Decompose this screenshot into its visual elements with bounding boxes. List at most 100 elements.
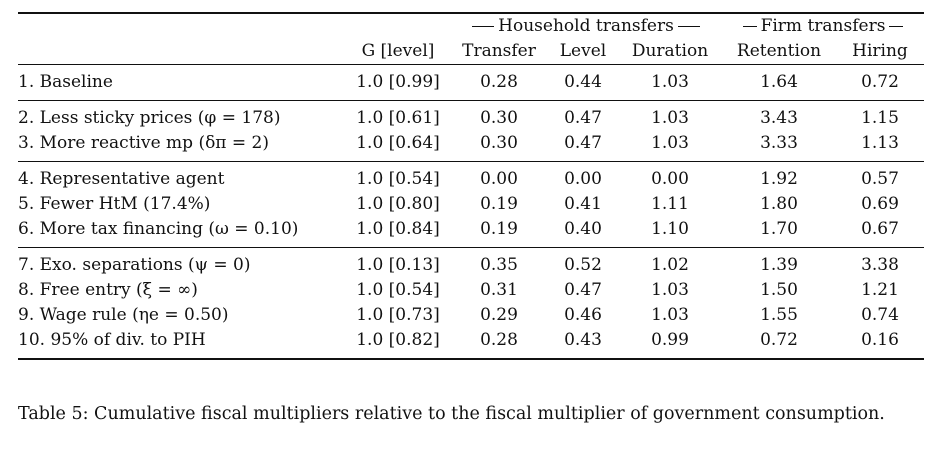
row-label: 7. Exo. separations (ψ = 0) <box>18 255 251 275</box>
cell-transfer: 0.19 <box>480 194 518 214</box>
cell-hiring: 0.16 <box>861 330 899 350</box>
table-row: 1. Baseline 1.0 [0.99] 0.28 0.44 1.03 1.64 0.7… <box>18 64 924 101</box>
col-g-level: G [level] <box>361 41 435 61</box>
cell-transfer: 0.28 <box>480 72 518 92</box>
cell-transfer: 0.19 <box>480 219 518 239</box>
cell-g-level: 1.0 [0.73] <box>356 305 440 325</box>
cell-level: 0.44 <box>564 72 602 92</box>
table-row: 7. Exo. separations (ψ = 0) 1.0 [0.13] 0.3… <box>18 247 924 279</box>
cell-level: 0.46 <box>564 305 602 325</box>
cell-transfer: 0.00 <box>480 169 518 189</box>
col-level: Level <box>559 41 607 61</box>
cell-g-level: 1.0 [0.54] <box>356 169 440 189</box>
row-label: 5. Fewer HtM (17.4%) <box>18 194 211 214</box>
cell-g-level: 1.0 [0.82] <box>356 330 440 350</box>
cell-retention: 1.55 <box>760 305 798 325</box>
firm-transfers-header: Firm transfers <box>722 13 924 39</box>
col-hiring: Hiring <box>852 41 908 61</box>
cell-g-level: 1.0 [0.54] <box>356 280 440 300</box>
cell-duration: 1.10 <box>651 219 689 239</box>
table-row: 5. Fewer HtM (17.4%) 1.0 [0.80] 0.19 0.41 1.… <box>18 192 924 217</box>
cell-g-level: 1.0 [0.64] <box>356 133 440 153</box>
column-header-row: G [level] Transfer Level Duration Retent… <box>18 39 924 65</box>
col-retention: Retention <box>736 41 822 61</box>
row-label: 3. More reactive mp (δπ = 2) <box>18 133 269 153</box>
cell-transfer: 0.30 <box>480 108 518 128</box>
cell-retention: 3.33 <box>760 133 798 153</box>
table-row: 3. More reactive mp (δπ = 2) 1.0 [0.64] 0.… <box>18 131 924 162</box>
row-label: 1. Baseline <box>18 72 113 92</box>
cell-retention: 1.64 <box>760 72 798 92</box>
cell-retention: 1.80 <box>760 194 798 214</box>
row-label: 2. Less sticky prices (φ = 178) <box>18 108 281 128</box>
cell-transfer: 0.30 <box>480 133 518 153</box>
cell-retention: 1.92 <box>760 169 798 189</box>
cell-duration: 0.00 <box>651 169 689 189</box>
cell-hiring: 1.13 <box>861 133 899 153</box>
row-label: 4. Representative agent <box>18 169 225 189</box>
cell-retention: 1.39 <box>760 255 798 275</box>
cell-retention: 1.70 <box>760 219 798 239</box>
table-row: 9. Wage rule (ηe = 0.50) 1.0 [0.73] 0.29 0.… <box>18 303 924 328</box>
cell-hiring: 1.21 <box>861 280 899 300</box>
row-label: 8. Free entry (ξ = ∞) <box>18 280 198 300</box>
cell-transfer: 0.28 <box>480 330 518 350</box>
row-label: 9. Wage rule (ηe = 0.50) <box>18 305 229 325</box>
cell-transfer: 0.29 <box>480 305 518 325</box>
cell-hiring: 1.15 <box>861 108 899 128</box>
col-duration: Duration <box>631 41 709 61</box>
household-transfers-label: Household transfers <box>498 16 674 36</box>
cell-g-level: 1.0 [0.80] <box>356 194 440 214</box>
header-rule-right <box>889 26 904 27</box>
table-body: 1. Baseline 1.0 [0.99] 0.28 0.44 1.03 1.64 0.7… <box>18 64 924 359</box>
table-row: 2. Less sticky prices (φ = 178) 1.0 [0.61… <box>18 100 924 132</box>
table-row: 6. More tax financing (ω = 0.10) 1.0 [0.8… <box>18 217 924 248</box>
row-label: 10. 95% of div. to PIH <box>18 330 206 350</box>
cell-hiring: 0.72 <box>861 72 899 92</box>
cell-retention: 3.43 <box>760 108 798 128</box>
household-transfers-header: Household transfers <box>450 13 722 39</box>
cell-level: 0.47 <box>564 133 602 153</box>
cell-level: 0.41 <box>564 194 602 214</box>
cell-hiring: 0.57 <box>861 169 899 189</box>
cell-hiring: 0.69 <box>861 194 899 214</box>
header-rule-left <box>472 26 495 27</box>
cell-transfer: 0.35 <box>480 255 518 275</box>
cell-duration: 1.03 <box>651 133 689 153</box>
cell-retention: 0.72 <box>760 330 798 350</box>
cell-duration: 1.03 <box>651 72 689 92</box>
cell-level: 0.00 <box>564 169 602 189</box>
header-rule-right <box>677 26 700 27</box>
cell-g-level: 1.0 [0.13] <box>356 255 440 275</box>
cell-duration: 1.02 <box>651 255 689 275</box>
cell-duration: 1.03 <box>651 305 689 325</box>
cell-duration: 1.03 <box>651 108 689 128</box>
cell-level: 0.47 <box>564 108 602 128</box>
cell-level: 0.43 <box>564 330 602 350</box>
table-caption: Table 5: Cumulative fiscal multipliers r… <box>18 404 885 424</box>
cell-g-level: 1.0 [0.84] <box>356 219 440 239</box>
cell-duration: 1.11 <box>651 194 689 214</box>
table-row: 10. 95% of div. to PIH 1.0 [0.82] 0.28 0.43… <box>18 328 924 359</box>
cell-hiring: 0.74 <box>861 305 899 325</box>
cell-level: 0.40 <box>564 219 602 239</box>
table-row: 4. Representative agent 1.0 [0.54] 0.00 0.0… <box>18 161 924 193</box>
cell-hiring: 3.38 <box>861 255 899 275</box>
row-label: 6. More tax financing (ω = 0.10) <box>18 219 299 239</box>
results-table: Household transfers Firm transfers G [le… <box>18 12 924 360</box>
col-transfer: Transfer <box>462 41 536 61</box>
firm-transfers-label: Firm transfers <box>760 16 886 36</box>
header-rule-left <box>742 26 757 27</box>
group-header-row: Household transfers Firm transfers <box>18 13 924 39</box>
cell-level: 0.47 <box>564 280 602 300</box>
table-row: 8. Free entry (ξ = ∞) 1.0 [0.54] 0.31 0.47 1… <box>18 278 924 303</box>
cell-hiring: 0.67 <box>861 219 899 239</box>
cell-retention: 1.50 <box>760 280 798 300</box>
cell-transfer: 0.31 <box>480 280 518 300</box>
cell-duration: 0.99 <box>651 330 689 350</box>
cell-level: 0.52 <box>564 255 602 275</box>
cell-duration: 1.03 <box>651 280 689 300</box>
cell-g-level: 1.0 [0.99] <box>356 72 440 92</box>
cell-g-level: 1.0 [0.61] <box>356 108 440 128</box>
